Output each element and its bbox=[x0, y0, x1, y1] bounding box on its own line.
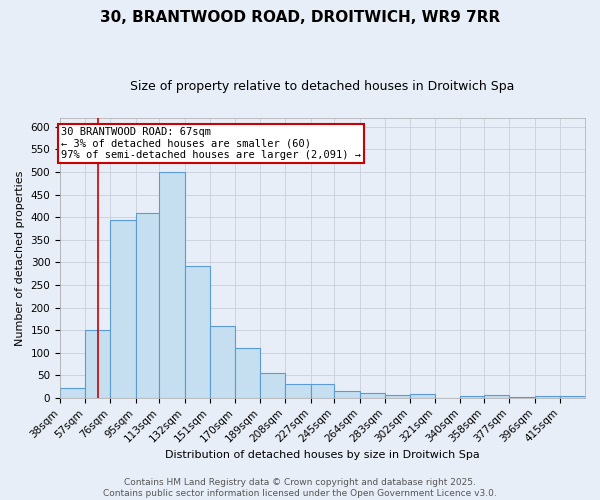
Bar bbox=[160, 172, 185, 398]
Bar bbox=[460, 396, 484, 398]
Bar bbox=[535, 396, 560, 398]
Bar bbox=[235, 348, 260, 398]
Bar bbox=[385, 395, 410, 398]
Title: Size of property relative to detached houses in Droitwich Spa: Size of property relative to detached ho… bbox=[130, 80, 515, 93]
Bar bbox=[311, 384, 334, 398]
Bar bbox=[60, 388, 85, 398]
Bar bbox=[136, 212, 160, 398]
X-axis label: Distribution of detached houses by size in Droitwich Spa: Distribution of detached houses by size … bbox=[165, 450, 480, 460]
Text: Contains HM Land Registry data © Crown copyright and database right 2025.
Contai: Contains HM Land Registry data © Crown c… bbox=[103, 478, 497, 498]
Bar bbox=[185, 266, 210, 398]
Bar bbox=[410, 394, 435, 398]
Bar bbox=[560, 396, 585, 398]
Y-axis label: Number of detached properties: Number of detached properties bbox=[15, 170, 25, 346]
Bar bbox=[210, 326, 235, 398]
Text: 30, BRANTWOOD ROAD, DROITWICH, WR9 7RR: 30, BRANTWOOD ROAD, DROITWICH, WR9 7RR bbox=[100, 10, 500, 25]
Bar bbox=[484, 395, 509, 398]
Bar bbox=[260, 374, 286, 398]
Bar bbox=[110, 220, 136, 398]
Bar bbox=[286, 384, 311, 398]
Bar bbox=[334, 390, 359, 398]
Text: 30 BRANTWOOD ROAD: 67sqm
← 3% of detached houses are smaller (60)
97% of semi-de: 30 BRANTWOOD ROAD: 67sqm ← 3% of detache… bbox=[61, 127, 361, 160]
Bar bbox=[85, 330, 110, 398]
Bar bbox=[359, 394, 385, 398]
